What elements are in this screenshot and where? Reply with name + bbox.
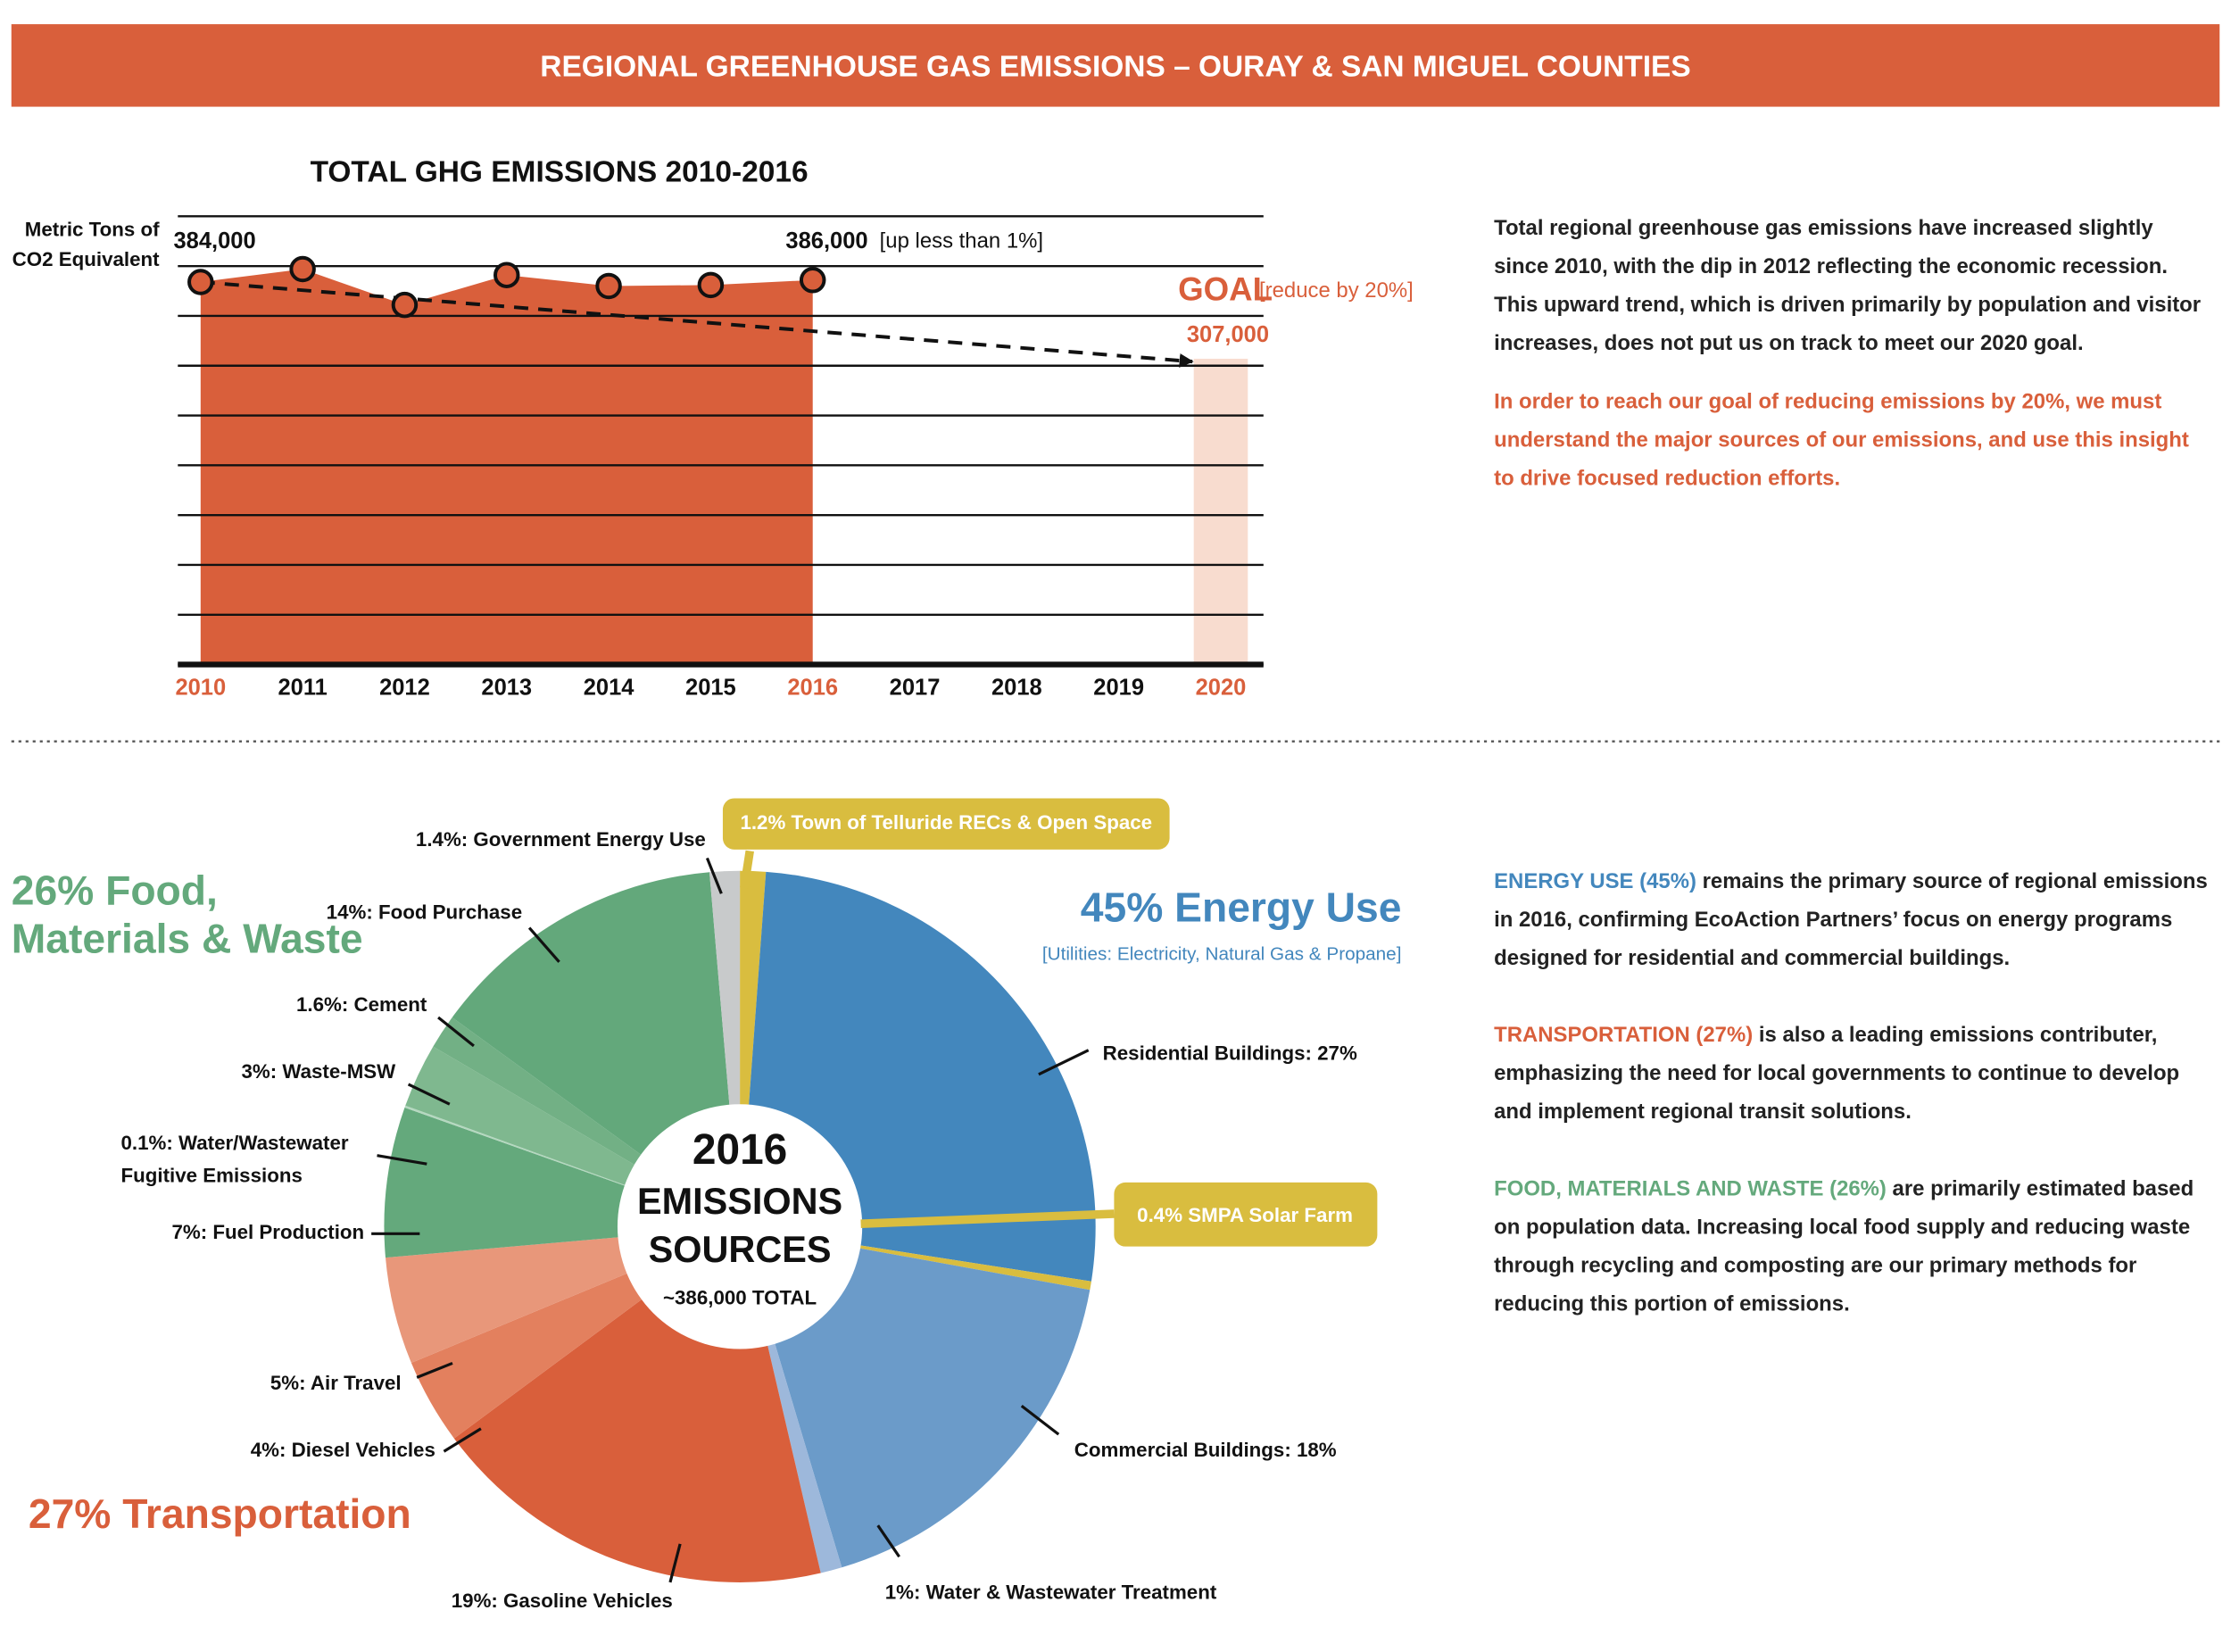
goal-bar <box>1193 358 1248 665</box>
leader-line <box>740 850 754 889</box>
leader-line <box>416 1361 453 1379</box>
paragraph-lead: TRANSPORTATION (27%) <box>1494 1023 1754 1048</box>
x-tick-label: 2018 <box>991 675 1042 700</box>
x-tick-label: 2016 <box>787 675 838 700</box>
data-point <box>595 272 622 300</box>
slice-label: Commercial Buildings: 18% <box>1074 1439 1337 1461</box>
paragraph: In order to reach our goal of reducing e… <box>1494 389 2189 492</box>
slice-label: 0.4% SMPA Solar Farm <box>1137 1204 1353 1226</box>
donut-hole <box>617 1104 863 1349</box>
x-tick-label: 2019 <box>1093 675 1144 700</box>
leader-line <box>407 1083 451 1106</box>
data-point <box>391 291 419 319</box>
value-label: 386,000 <box>785 228 867 253</box>
group-label: 45% Energy Use <box>1081 884 1402 931</box>
slice-label: 1.6%: Cement <box>296 993 427 1016</box>
slice-label: Residential Buildings: 27% <box>1103 1042 1357 1064</box>
label-box <box>722 798 1170 850</box>
summary-text: Total regional greenhouse gas emissions … <box>1494 209 2212 518</box>
slice-label: 3%: Waste-MSW <box>242 1060 397 1083</box>
area <box>200 269 813 665</box>
slice-label: 1%: Water & Wastewater Treatment <box>885 1581 1217 1604</box>
leader-line <box>377 1154 427 1166</box>
group-sublabel: [Utilities: Electricity, Natural Gas & P… <box>1042 943 1402 964</box>
slice-label: 0.1%: Water/Wastewater Fugitive Emissions <box>121 1132 349 1187</box>
leader-line <box>1020 1404 1060 1436</box>
leader-line <box>668 1543 682 1583</box>
x-tick-label: 2010 <box>175 675 226 700</box>
center-title: 2016 <box>693 1126 787 1174</box>
x-tick-label: 2017 <box>890 675 941 700</box>
group-label: 26% Food, Materials & Waste <box>12 867 363 961</box>
leader-line <box>1038 1049 1090 1076</box>
annotation: [reduce by 20%] <box>1259 278 1414 303</box>
data-point <box>697 271 725 299</box>
x-tick-label: 2012 <box>379 675 430 700</box>
label-box <box>1114 1182 1378 1247</box>
goal-name: GOAL <box>1178 271 1273 308</box>
trend-arrow <box>200 280 1194 368</box>
leader-line <box>860 1209 1115 1228</box>
slice-label: 1.2% Town of Telluride RECs & Open Space <box>740 811 1152 834</box>
data-point <box>289 255 316 283</box>
paragraph-text: are primarily estimated based on populat… <box>1494 1176 2194 1316</box>
data-point <box>493 261 520 288</box>
center-subtitle: ~386,000 TOTAL <box>663 1287 817 1309</box>
data-point <box>187 269 214 295</box>
leader-line <box>443 1427 482 1453</box>
x-tick-label: 2014 <box>584 675 635 700</box>
leader-line <box>527 926 560 963</box>
leader-line <box>437 1016 475 1048</box>
header-bar <box>11 24 2220 107</box>
paragraph-lead: FOOD, MATERIALS AND WASTE (26%) <box>1494 1176 1887 1201</box>
annotation: [up less than 1%] <box>880 228 1043 253</box>
center-title: EMISSIONS <box>637 1180 842 1222</box>
slice-label: 14%: Food Purchase <box>327 901 522 923</box>
leader-line <box>876 1524 900 1558</box>
value-label: 384,000 <box>174 228 256 253</box>
paragraph-text: remains the primary source of regional e… <box>1494 869 2208 971</box>
paragraph-lead: ENERGY USE (45%) <box>1494 869 1696 894</box>
paragraph-text: is also a leading emissions contributer,… <box>1494 1023 2180 1125</box>
x-tick-label: 2013 <box>481 675 532 700</box>
paragraph: Total regional greenhouse gas emissions … <box>1494 216 2202 356</box>
group-label: 27% Transportation <box>29 1490 411 1537</box>
x-tick-label: 2015 <box>685 675 736 700</box>
header-title: REGIONAL GREENHOUSE GAS EMISSIONS – OURA… <box>540 50 1690 83</box>
slice-label: 7%: Fuel Production <box>171 1221 364 1243</box>
slice-label: 5%: Air Travel <box>270 1372 402 1394</box>
x-tick-label: 2011 <box>278 675 327 700</box>
y-axis-label: Metric Tons of CO2 Equivalent <box>12 218 160 270</box>
paragraph: ENERGY USE (45%) remains the primary sou… <box>1494 862 2212 977</box>
chart-title: TOTAL GHG EMISSIONS 2010-2016 <box>311 155 809 188</box>
slice-label: 19%: Gasoline Vehicles <box>452 1590 673 1612</box>
sources-text: ENERGY USE (45%) remains the primary sou… <box>1494 862 2212 1362</box>
center-title: SOURCES <box>649 1228 832 1270</box>
paragraph: FOOD, MATERIALS AND WASTE (26%) are prim… <box>1494 1170 2212 1324</box>
x-tick-label: 2020 <box>1196 675 1247 700</box>
paragraph: TRANSPORTATION (27%) is also a leading e… <box>1494 1016 2212 1131</box>
slice-label: 4%: Diesel Vehicles <box>251 1439 435 1461</box>
leader-line <box>705 857 723 894</box>
value-label: 307,000 <box>1187 322 1269 347</box>
data-point <box>799 267 826 294</box>
slice-label: 1.4%: Government Energy Use <box>416 828 706 851</box>
